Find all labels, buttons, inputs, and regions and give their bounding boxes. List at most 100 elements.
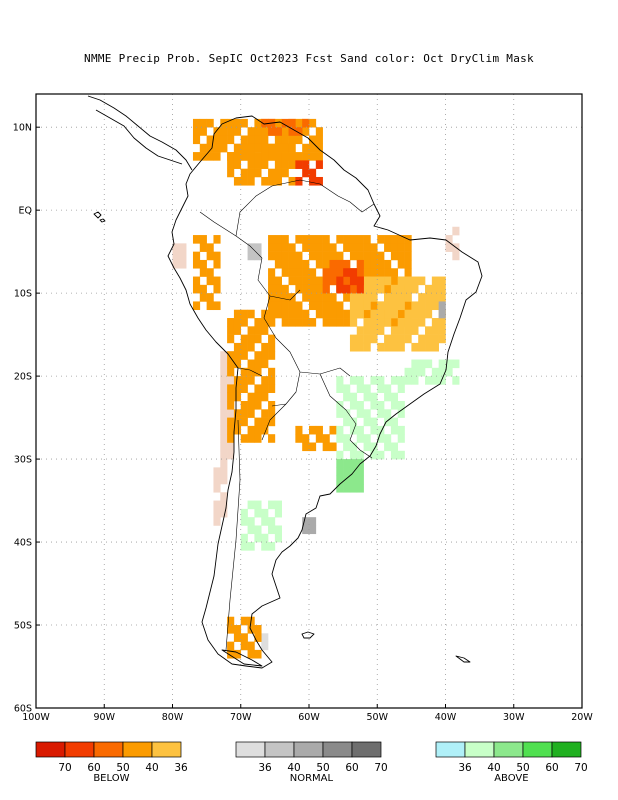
latitude-tick-label: 40S — [14, 538, 32, 549]
below-normal-cell — [349, 334, 358, 344]
below-normal-cell — [247, 135, 255, 145]
dry-mask-cell — [220, 459, 228, 468]
above-normal-cell — [349, 459, 358, 468]
below-normal-cell — [227, 367, 235, 377]
below-normal-cell — [240, 616, 248, 626]
below-normal-cell — [363, 301, 371, 311]
below-normal-cell — [302, 318, 310, 327]
below-normal-cell — [254, 152, 262, 161]
dry-mask-cell — [220, 351, 228, 360]
legend-label-normal: NORMAL — [290, 773, 334, 784]
below-normal-cell — [240, 417, 248, 427]
below-normal-cell — [247, 409, 255, 418]
below-normal-cell — [295, 152, 303, 161]
below-normal-cell — [247, 326, 255, 335]
above-normal-cell — [274, 500, 282, 510]
above-normal-cell — [397, 384, 405, 394]
above-normal-cell — [384, 434, 392, 443]
tierra-del-fuego — [221, 649, 263, 667]
below-normal-cell — [254, 392, 262, 402]
above-normal-cell — [390, 417, 399, 427]
below-normal-cell — [356, 293, 364, 302]
below-normal-cell — [390, 342, 399, 352]
dry-mask-cell — [452, 226, 460, 236]
above-normal-cell — [377, 384, 385, 394]
above-normal-cell — [240, 508, 248, 518]
dry-mask-cell — [172, 259, 180, 269]
below-normal-cell — [329, 442, 337, 452]
dry-mask-cell — [213, 483, 221, 493]
below-normal-cell — [281, 259, 289, 269]
above-normal-cell — [390, 401, 399, 410]
below-normal-cell — [213, 152, 221, 161]
below-normal-cell — [425, 293, 433, 302]
near-normal-cell — [261, 633, 269, 642]
latitude-tick-label: EQ — [19, 206, 32, 217]
dry-mask-cell — [220, 492, 228, 501]
below-normal-cell — [254, 649, 262, 659]
below-normal-cell — [254, 351, 262, 360]
below-normal-cell — [384, 301, 392, 311]
above-normal-cell — [343, 442, 351, 452]
below-normal-cell — [343, 293, 351, 302]
below-normal-cell — [397, 342, 405, 352]
below-normal-cell — [233, 160, 242, 169]
below-normal-cell — [349, 309, 358, 319]
below-normal-cell — [370, 251, 378, 261]
below-normal-cell — [288, 135, 296, 145]
below-normal-cell — [302, 168, 310, 178]
map-title: NMME Precip Prob. SepIC Oct2023 Fcst San… — [84, 52, 534, 65]
above-normal-cell — [274, 525, 282, 535]
near-normal-cell — [261, 641, 269, 651]
below-normal-cell — [295, 127, 303, 136]
legend-tick-above: 50 — [516, 762, 529, 774]
below-normal-cell — [274, 243, 282, 252]
below-normal-cell — [288, 309, 296, 319]
below-normal-cell — [384, 334, 392, 344]
legend-swatch-below — [93, 741, 124, 758]
legend-tick-normal: 50 — [316, 762, 329, 774]
legend-swatch-below — [64, 741, 95, 758]
dry-mask-cell — [213, 500, 221, 510]
below-normal-cell — [363, 318, 371, 327]
longitude-tick-label: 100W — [22, 712, 50, 723]
below-normal-cell — [261, 318, 269, 327]
below-normal-cell — [329, 425, 337, 435]
below-normal-cell — [247, 127, 255, 136]
falkland-islands — [301, 631, 315, 639]
dry-mask-cell — [220, 376, 228, 385]
legend-swatch-normal — [235, 741, 266, 758]
below-normal-cell — [384, 259, 392, 269]
below-normal-cell — [261, 342, 269, 352]
below-normal-cell — [384, 342, 392, 352]
below-normal-cell — [336, 268, 344, 277]
dry-mask-cell — [220, 417, 228, 427]
below-normal-cell — [377, 259, 385, 269]
below-normal-cell — [309, 301, 317, 311]
below-normal-cell — [397, 276, 405, 286]
below-normal-cell — [295, 135, 303, 145]
below-normal-cell — [240, 152, 248, 161]
below-normal-cell — [268, 384, 276, 394]
dry-mask-cell — [445, 243, 453, 252]
above-normal-cell — [349, 376, 358, 385]
below-normal-cell — [247, 309, 255, 319]
below-normal-cell — [281, 160, 289, 169]
below-normal-cell — [268, 417, 276, 427]
below-normal-cell — [425, 284, 433, 294]
below-normal-cell — [206, 251, 214, 261]
below-normal-cell — [315, 160, 323, 169]
below-normal-cell — [390, 293, 399, 302]
below-normal-cell — [227, 318, 235, 327]
below-normal-cell — [384, 276, 392, 286]
below-normal-cell — [363, 342, 371, 352]
above-normal-cell — [343, 459, 351, 468]
below-normal-cell — [356, 243, 364, 252]
longitude-tick-label: 80W — [162, 712, 184, 723]
below-normal-cell — [370, 268, 378, 277]
above-normal-cell — [336, 467, 344, 476]
above-normal-cell — [445, 359, 453, 369]
above-normal-cell — [247, 542, 255, 551]
below-normal-cell — [336, 309, 344, 319]
below-normal-cell — [295, 176, 303, 186]
